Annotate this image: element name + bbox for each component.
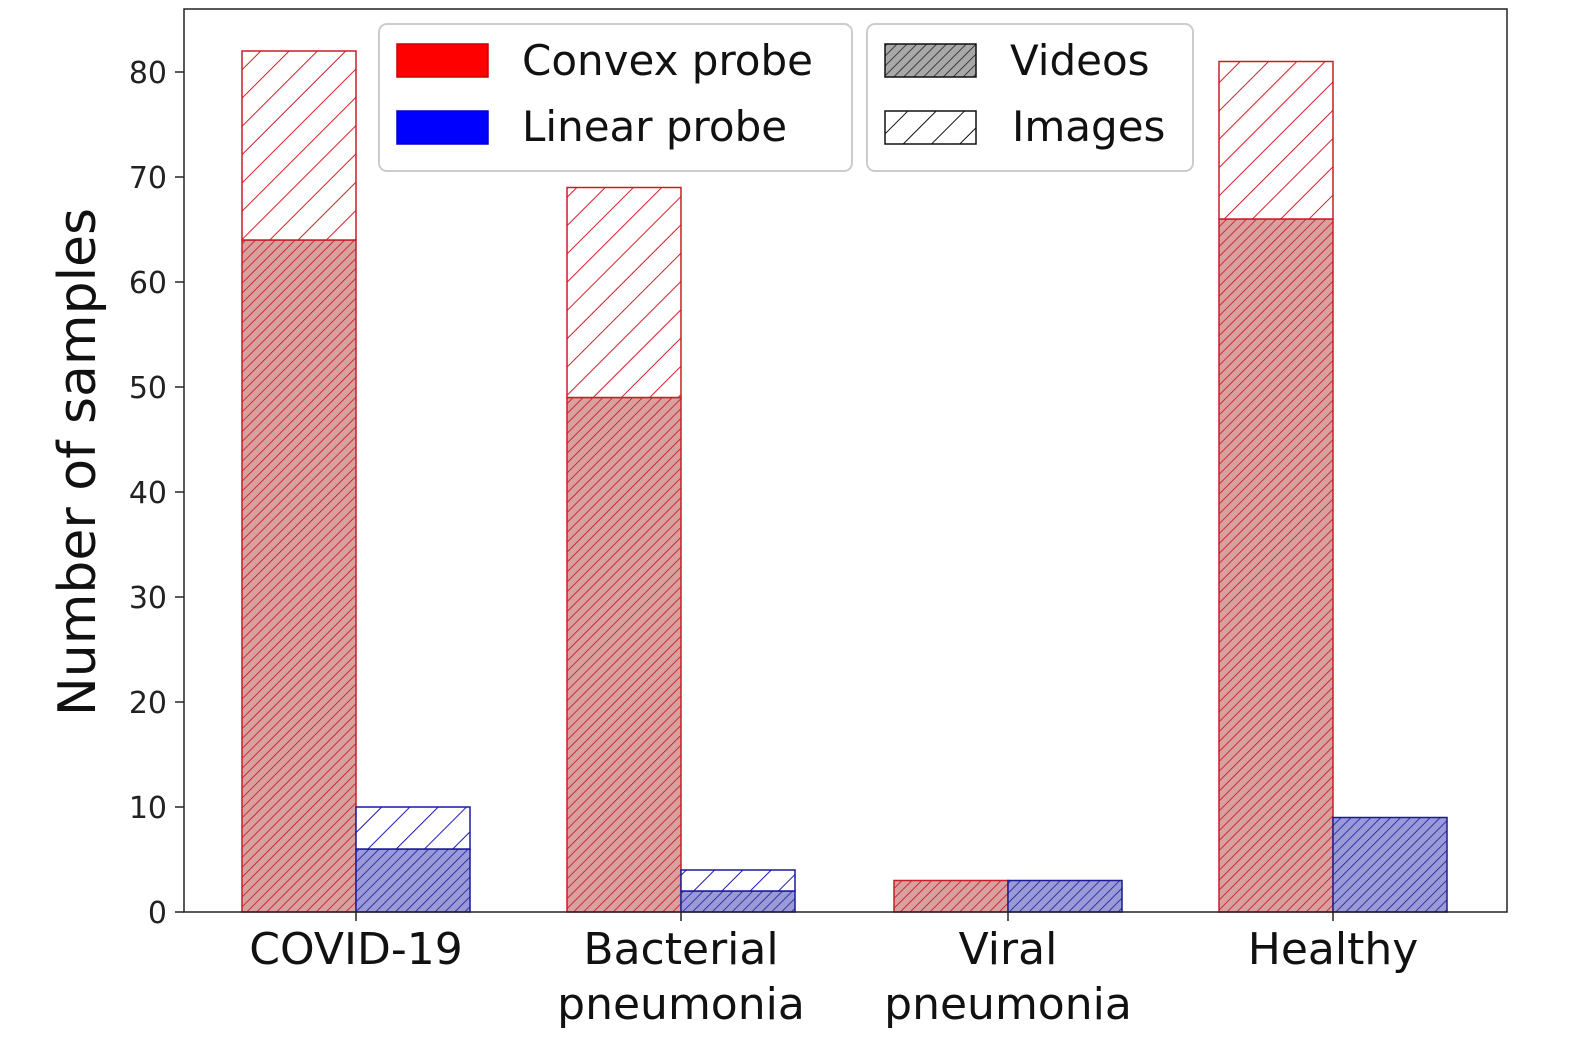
y-tick-label-10: 10 (129, 791, 167, 826)
legend-images-label: Images (1012, 102, 1165, 151)
legend-videos-label: Videos (1010, 36, 1150, 85)
x-tick-label-line: pneumonia (557, 979, 805, 1030)
legend-probe-frame (378, 23, 853, 172)
x-tick-label-line: Healthy (1248, 924, 1419, 975)
x-tick-label-1: Bacterial pneumonia (557, 924, 805, 1030)
bars-layer (241, 50, 1448, 913)
y-tick-label-40: 40 (129, 476, 167, 511)
plot-frame (183, 8, 1508, 913)
y-tick-label-0: 0 (148, 896, 167, 931)
x-tick-label-2: Viral pneumonia (884, 924, 1132, 1030)
x-tick-label-3: Healthy (1248, 924, 1419, 975)
bar-convex-images-1 (566, 186, 682, 399)
x-tick-label-line: COVID-19 (249, 924, 462, 975)
bar-convex-videos-2 (893, 879, 1009, 913)
bar-convex-videos-1 (566, 396, 682, 913)
bar-linear-videos-3 (1332, 816, 1448, 913)
y-tick-label-30: 30 (129, 581, 167, 616)
legend-images-swatch (884, 110, 977, 145)
y-axis-label: Number of samples (48, 208, 108, 716)
bar-convex-images-0 (241, 50, 357, 241)
bar-linear-videos-2 (1007, 879, 1123, 913)
bar-linear-images-1 (680, 869, 796, 892)
legend-linear-swatch (396, 110, 489, 145)
bar-linear-videos-1 (680, 890, 796, 913)
legend-convex-swatch (396, 43, 489, 78)
bar-convex-videos-0 (241, 239, 357, 913)
bar-convex-images-3 (1218, 60, 1334, 220)
bar-linear-videos-0 (355, 848, 471, 913)
legend-hatch: Videos Images (866, 23, 1194, 172)
x-tick-label-line: pneumonia (884, 979, 1132, 1030)
y-tick-label-60: 60 (129, 266, 167, 301)
bar-convex-videos-3 (1218, 218, 1334, 913)
y-tick-label-20: 20 (129, 686, 167, 721)
legend-probe: Convex probe Linear probe (378, 23, 853, 172)
y-tick-label-80: 80 (129, 56, 167, 91)
y-tick-label-50: 50 (129, 371, 167, 406)
legend-videos-swatch (884, 43, 977, 78)
legend-linear-label: Linear probe (522, 102, 787, 151)
x-tick-label-line: Bacterial (583, 924, 778, 975)
legend-convex-label: Convex probe (522, 36, 813, 85)
x-tick-label-line: Viral (959, 924, 1058, 975)
bar-linear-images-0 (355, 806, 471, 850)
y-tick-label-70: 70 (129, 161, 167, 196)
x-tick-label-0: COVID-19 (249, 924, 462, 975)
